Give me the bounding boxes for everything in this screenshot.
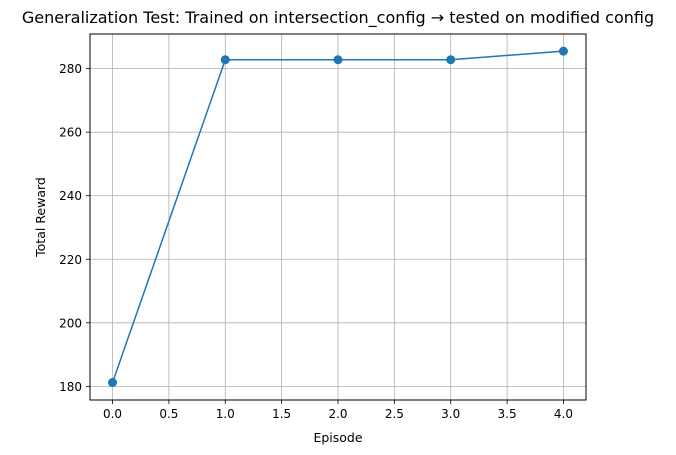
x-tick-label: 3.5 [498, 407, 517, 421]
x-tick-label: 1.0 [216, 407, 235, 421]
y-axis-ticks: 180 200 220 240 260 280 [59, 62, 90, 394]
x-tick-label: 4.0 [554, 407, 573, 421]
y-axis-label: Total Reward [33, 177, 48, 258]
data-point [558, 46, 568, 56]
x-tick-label: 2.0 [328, 407, 347, 421]
y-tick-label: 280 [59, 62, 82, 76]
x-tick-label: 1.5 [272, 407, 291, 421]
x-tick-label: 3.0 [441, 407, 460, 421]
data-point [220, 55, 230, 65]
x-axis-label: Episode [313, 430, 362, 445]
grid [90, 34, 586, 400]
data-point [108, 378, 118, 388]
y-tick-label: 200 [59, 316, 82, 330]
y-tick-label: 220 [59, 253, 82, 267]
y-tick-label: 240 [59, 189, 82, 203]
y-tick-label: 180 [59, 380, 82, 394]
x-axis-ticks: 0.0 0.5 1.0 1.5 2.0 2.5 3.0 3.5 4.0 [103, 400, 573, 421]
x-tick-label: 2.5 [385, 407, 404, 421]
data-point [446, 55, 456, 65]
x-tick-label: 0.5 [159, 407, 178, 421]
x-tick-label: 0.0 [103, 407, 122, 421]
data-point [333, 55, 343, 65]
series-layer [108, 46, 568, 388]
y-tick-label: 260 [59, 126, 82, 140]
chart-title: Generalization Test: Trained on intersec… [22, 8, 654, 28]
